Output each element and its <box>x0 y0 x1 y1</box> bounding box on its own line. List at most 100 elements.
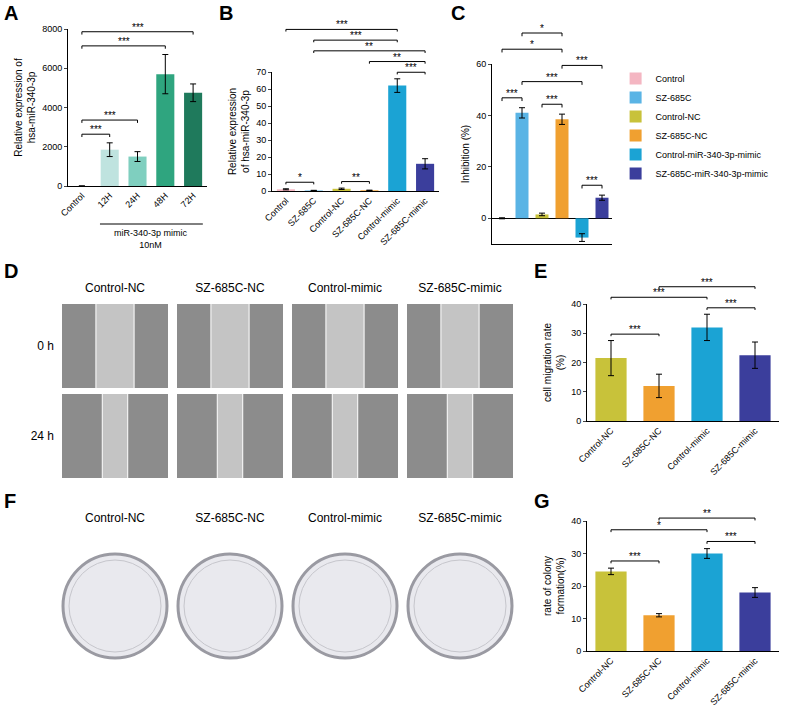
svg-text:***: *** <box>546 94 558 105</box>
svg-text:***: *** <box>701 277 713 288</box>
svg-text:4000: 4000 <box>42 103 62 113</box>
svg-text:SZ-685C-mimic: SZ-685C-mimic <box>708 655 760 707</box>
svg-text:***: *** <box>104 110 116 121</box>
html-text:E: E <box>534 260 548 282</box>
svg-text:SZ-685C: SZ-685C <box>286 195 319 228</box>
svg-text:***: *** <box>653 287 665 298</box>
svg-text:Control: Control <box>656 74 685 84</box>
html-text:B: B <box>219 2 234 24</box>
svg-text:Control-mimic: Control-mimic <box>308 511 382 525</box>
svg-text:0: 0 <box>57 181 62 191</box>
svg-text:***: *** <box>350 30 362 41</box>
svg-text:Control-NC: Control-NC <box>85 281 145 295</box>
svg-text:70: 70 <box>256 67 266 77</box>
svg-text:*: * <box>298 172 302 183</box>
svg-text:Relative expressionof hsa-miR-: Relative expressionof hsa-miR-340-3p <box>227 88 251 175</box>
svg-text:2000: 2000 <box>42 142 62 152</box>
svg-text:SZ-685C-NC: SZ-685C-NC <box>620 655 664 699</box>
svg-text:cell migration rate(%): cell migration rate(%) <box>542 323 566 402</box>
svg-text:72H: 72H <box>179 191 198 210</box>
svg-text:60: 60 <box>256 84 266 94</box>
svg-text:***: *** <box>725 531 737 542</box>
svg-text:***: *** <box>405 62 417 73</box>
svg-text:0 h: 0 h <box>37 339 54 353</box>
svg-text:Control-NC: Control-NC <box>85 511 145 525</box>
svg-text:SZ-685C-mimic: SZ-685C-mimic <box>378 195 430 247</box>
svg-text:0: 0 <box>576 646 581 656</box>
svg-text:SZ-685C-NC: SZ-685C-NC <box>620 425 664 469</box>
svg-text:SZ-685C-miR-340-3p-mimic: SZ-685C-miR-340-3p-mimic <box>656 169 769 179</box>
svg-text:SZ-685C-mimic: SZ-685C-mimic <box>418 281 501 295</box>
svg-text:***: *** <box>576 55 588 66</box>
svg-text:20: 20 <box>476 162 486 172</box>
svg-text:Inhibition (%): Inhibition (%) <box>460 125 471 183</box>
svg-text:40: 40 <box>571 516 581 526</box>
svg-text:20: 20 <box>256 152 266 162</box>
svg-text:30: 30 <box>256 135 266 145</box>
svg-text:Control: Control <box>59 191 87 219</box>
svg-text:48H: 48H <box>151 191 170 210</box>
svg-text:0: 0 <box>576 416 581 426</box>
svg-text:**: ** <box>365 41 373 52</box>
svg-text:50: 50 <box>256 101 266 111</box>
svg-text:20: 20 <box>571 358 581 368</box>
svg-text:Control-mimic: Control-mimic <box>665 655 712 702</box>
svg-text:10: 10 <box>571 387 581 397</box>
svg-text:**: ** <box>703 508 711 519</box>
svg-text:40: 40 <box>256 118 266 128</box>
svg-text:***: *** <box>336 19 348 30</box>
svg-text:40: 40 <box>571 299 581 309</box>
svg-text:24 h: 24 h <box>31 429 54 443</box>
svg-text:10: 10 <box>571 614 581 624</box>
svg-text:24H: 24H <box>123 191 142 210</box>
svg-text:8000: 8000 <box>42 24 62 34</box>
svg-text:miR-340-3p mimic10nM: miR-340-3p mimic10nM <box>114 228 188 250</box>
svg-text:***: *** <box>90 124 102 135</box>
svg-text:SZ-685C-NC: SZ-685C-NC <box>656 131 709 141</box>
svg-text:Control-NC: Control-NC <box>307 195 346 234</box>
svg-text:40: 40 <box>476 111 486 121</box>
svg-text:Control-mimic: Control-mimic <box>356 195 403 242</box>
svg-text:Control-miR-340-3p-mimic: Control-miR-340-3p-mimic <box>656 150 762 160</box>
svg-text:*: * <box>530 39 534 50</box>
svg-text:***: *** <box>118 36 130 47</box>
html-text:D: D <box>4 260 19 282</box>
svg-text:***: *** <box>506 88 518 99</box>
html-text:A: A <box>4 2 19 24</box>
svg-text:***: *** <box>546 72 558 83</box>
svg-text:Control-mimic: Control-mimic <box>308 281 382 295</box>
svg-text:12H: 12H <box>96 191 115 210</box>
svg-text:Control-mimic: Control-mimic <box>665 425 712 472</box>
svg-text:***: *** <box>629 324 641 335</box>
svg-text:SZ-685C-NC: SZ-685C-NC <box>330 195 374 239</box>
svg-text:6000: 6000 <box>42 63 62 73</box>
svg-text:***: *** <box>725 298 737 309</box>
svg-text:SZ-685C-mimic: SZ-685C-mimic <box>418 511 501 525</box>
svg-text:*: * <box>657 520 661 531</box>
svg-text:0: 0 <box>481 213 486 223</box>
svg-text:***: *** <box>629 551 641 562</box>
svg-text:60: 60 <box>476 59 486 69</box>
svg-text:Control-NC: Control-NC <box>577 425 616 464</box>
svg-text:rate of colonyformation(%): rate of colonyformation(%) <box>542 556 566 616</box>
svg-text:**: ** <box>352 172 360 183</box>
svg-text:20: 20 <box>571 581 581 591</box>
svg-text:SZ-685C-NC: SZ-685C-NC <box>195 511 265 525</box>
svg-text:30: 30 <box>571 549 581 559</box>
svg-text:Control-NC: Control-NC <box>656 112 702 122</box>
svg-text:***: *** <box>586 175 598 186</box>
svg-text:Control: Control <box>263 196 291 224</box>
svg-text:Relative expression ofhsa-miR-: Relative expression ofhsa-miR-340-3p <box>13 58 37 157</box>
svg-text:0: 0 <box>261 186 266 196</box>
svg-text:*: * <box>540 23 544 34</box>
svg-text:**: ** <box>393 52 401 63</box>
svg-text:SZ-685C-mimic: SZ-685C-mimic <box>708 425 760 477</box>
svg-text:SZ-685C: SZ-685C <box>656 93 693 103</box>
html-text:C: C <box>451 2 466 24</box>
html-text:G: G <box>534 490 550 512</box>
svg-text:30: 30 <box>571 328 581 338</box>
svg-text:Control-NC: Control-NC <box>577 655 616 694</box>
svg-text:SZ-685C-NC: SZ-685C-NC <box>195 281 265 295</box>
svg-text:10: 10 <box>256 169 266 179</box>
svg-text:***: *** <box>132 22 144 33</box>
